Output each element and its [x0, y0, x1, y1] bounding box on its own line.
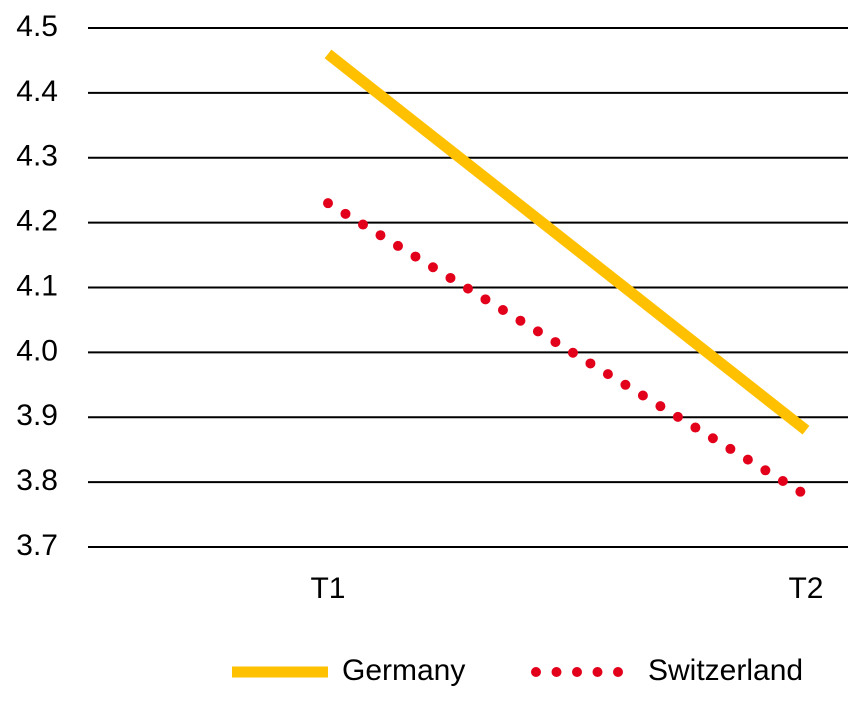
y-tick-label: 4.2 [16, 205, 58, 238]
y-tick-label: 4.5 [16, 10, 58, 43]
data-line [323, 198, 811, 501]
y-tick-label: 3.7 [16, 529, 58, 562]
y-tick-label: 3.9 [16, 399, 58, 432]
legend-label: Switzerland [648, 654, 803, 687]
y-tick-label: 4.4 [16, 75, 58, 108]
y-tick-label: 3.8 [16, 464, 58, 497]
data-line [324, 49, 810, 435]
x-tick-label: T2 [788, 572, 823, 605]
y-tick-label: 4.1 [16, 269, 58, 302]
y-tick-label: 4.3 [16, 140, 58, 173]
x-tick-label: T1 [310, 572, 345, 605]
y-tick-label: 4.0 [16, 334, 58, 367]
legend-label: Germany [342, 654, 465, 687]
